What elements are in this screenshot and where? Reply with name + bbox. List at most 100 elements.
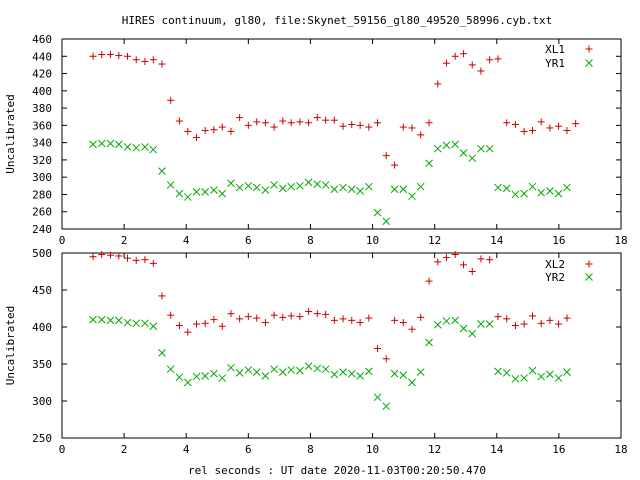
data-point-yr1 [304,178,313,187]
data-point-xl2 [477,255,485,263]
data-point-yr2 [158,349,166,357]
data-point-yr2 [296,366,304,375]
data-point-xl2 [98,250,106,258]
data-point-yr1 [158,167,166,175]
data-point-yr2 [330,370,339,379]
data-point-xl1 [175,117,183,125]
data-point-xl1 [313,114,321,122]
data-point-yr1 [511,190,520,199]
data-point-xl1 [442,59,450,67]
data-point-yr1 [485,144,494,153]
data-point-yr2 [270,365,278,374]
data-point-xl1 [305,119,313,127]
data-point-yr2 [554,374,563,382]
data-point-yr1 [563,183,571,192]
data-point-xl1 [417,131,425,139]
data-point-yr1 [166,181,175,189]
data-point-xl2 [270,311,278,319]
data-point-yr1 [502,184,511,193]
x-tick-label: 2 [121,443,128,456]
data-point-yr1 [364,182,373,191]
data-point-yr1 [459,149,468,157]
data-point-xl2 [305,307,313,315]
data-point-xl2 [132,256,140,264]
data-point-yr1 [537,188,546,197]
y-tick-label: 360 [32,119,52,132]
data-point-yr2 [175,373,184,382]
data-point-xl2 [296,313,304,321]
data-point-yr2 [425,338,433,347]
data-point-xl2 [227,310,235,318]
data-point-xl1 [244,121,252,129]
data-point-yr2 [416,368,425,376]
y-tick-label: 450 [32,284,52,297]
data-point-xl2 [563,314,571,322]
data-point-yr1 [390,185,399,194]
data-point-xl1 [563,127,571,135]
data-point-xl1 [124,52,132,60]
data-point-yr1 [201,188,210,196]
data-point-xl2 [425,277,433,285]
data-point-yr1 [468,154,477,163]
data-point-yr1 [106,139,115,148]
data-point-xl2 [528,312,536,320]
data-point-xl2 [201,319,209,327]
x-tick-label: 2 [121,234,128,247]
data-point-yr1 [313,180,322,188]
data-point-yr1 [477,144,485,153]
data-point-yr2 [477,320,485,328]
y-tick-label: 380 [32,102,52,115]
data-point-xl2 [391,316,399,324]
data-point-xl2 [141,256,149,264]
data-point-xl2 [486,256,494,264]
y-tick-label: 280 [32,188,52,201]
data-point-xl1 [141,57,149,65]
data-point-xl1 [572,120,580,128]
data-point-xl1 [511,121,519,128]
data-point-xl2 [348,316,356,324]
data-point-xl2 [218,322,226,330]
data-point-yr2 [373,393,382,402]
data-point-yr2 [123,318,132,327]
data-point-xl1 [132,56,140,64]
data-point-yr2 [218,374,227,382]
data-point-xl1 [184,127,192,135]
x-tick-label: 4 [183,234,190,247]
data-point-xl1 [270,123,278,131]
data-point-xl2 [192,320,200,328]
data-point-xl2 [442,253,450,261]
y-tick-label: 500 [32,247,52,260]
data-point-xl1 [520,127,528,135]
data-point-xl1 [537,118,545,126]
data-point-xl1 [253,118,261,126]
data-point-yr2 [192,372,201,381]
data-point-yr1 [227,179,235,188]
data-point-xl1 [149,56,157,64]
x-tick-label: 6 [245,443,252,456]
data-point-xl1 [89,52,97,60]
data-point-yr2 [235,369,244,377]
legend-label: XL1 [545,43,565,56]
y-tick-label: 440 [32,50,52,63]
data-point-xl2 [460,261,468,269]
data-point-yr2 [399,371,408,379]
data-point-xl2 [89,253,97,261]
data-point-yr2 [97,315,106,324]
legend-marker [585,273,593,281]
data-point-yr2 [149,322,158,331]
data-point-yr1 [382,217,391,226]
data-point-xl2 [287,312,295,320]
data-point-xl2 [494,313,502,321]
data-point-yr2 [502,369,511,377]
data-point-yr1 [442,141,451,150]
data-point-yr1 [114,140,123,149]
data-point-xl2 [322,310,330,318]
data-point-yr2 [468,329,477,338]
x-axis-label: rel seconds : UT date 2020-11-03T00:20:5… [188,464,486,477]
x-tick-label: 0 [59,443,66,456]
data-point-xl1 [261,119,269,127]
data-point-xl1 [167,96,175,104]
chart-title: HIRES continuum, gl80, file:Skynet_59156… [122,14,552,27]
y-axis-label: Uncalibrated [4,306,17,385]
legend-label: YR2 [545,271,565,284]
